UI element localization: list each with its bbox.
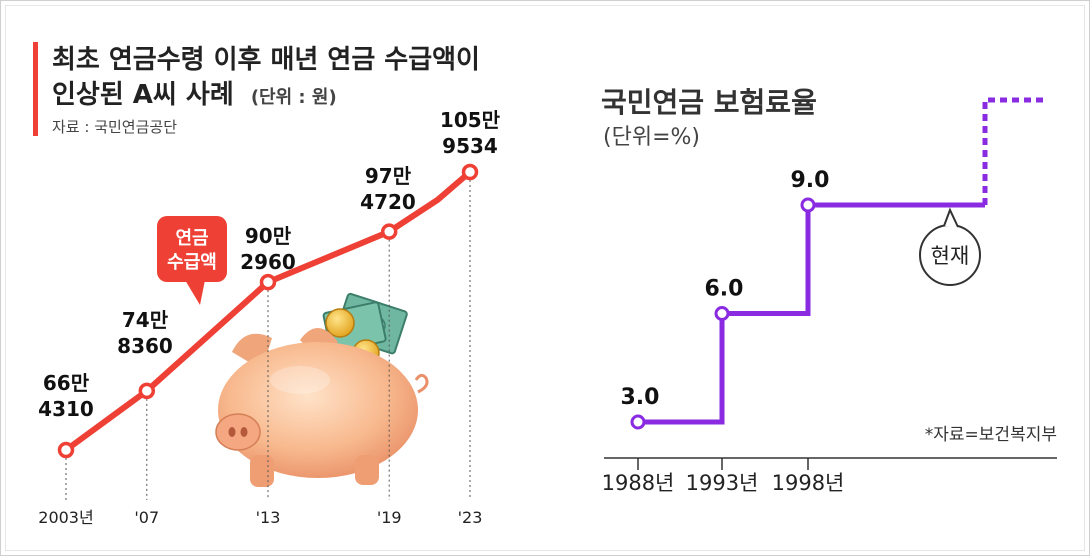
x-tick-label: '07: [134, 508, 159, 527]
data-label: 8360: [117, 334, 173, 358]
data-point: [461, 163, 479, 181]
premium-rate-chart: 3.0 1988년 6.0 1993년 9.0 1998년: [602, 97, 1057, 495]
x-tick-label: '23: [458, 508, 483, 527]
data-point: [259, 273, 277, 291]
data-label: 4720: [360, 190, 416, 214]
callout-bubble: 연금 수급액: [157, 216, 227, 305]
data-label: 9534: [442, 134, 498, 158]
data-point: [630, 414, 646, 430]
left-title-line2-text: 인상된 A씨 사례: [52, 80, 234, 110]
data-label: 3.0: [621, 385, 660, 410]
x-tick-label: '13: [256, 508, 281, 527]
x-tick-label: 2003년: [38, 508, 93, 527]
current-bubble-text: 현재: [931, 244, 970, 268]
current-bubble: 현재: [919, 207, 981, 286]
data-label: 105만: [440, 108, 501, 132]
left-unit: (단위 : 원): [251, 87, 337, 108]
callout-text-2: 수급액: [167, 252, 217, 273]
data-label: 90만: [245, 224, 292, 248]
data-label: 2960: [240, 250, 296, 274]
x-tick-label: '19: [377, 508, 402, 527]
data-point: [138, 382, 156, 400]
series-step-line: [638, 202, 985, 425]
title-accent-bar: [33, 42, 38, 136]
data-label: 66만: [43, 371, 90, 395]
series-line: [63, 169, 473, 453]
right-unit: (단위=%): [603, 125, 700, 150]
data-label: 74만: [122, 308, 169, 332]
x-tick-label: 1993년: [686, 471, 759, 495]
left-title-line1: 최초 연금수령 이후 매년 연금 수급액이: [52, 45, 480, 75]
right-source: *자료=보건복지부: [925, 425, 1057, 445]
future-dashed-line: [982, 97, 1045, 205]
data-label: 97만: [365, 164, 412, 188]
data-label: 6.0: [705, 277, 744, 302]
piggy-bank-illustration: [215, 292, 429, 487]
left-title-line2: 인상된 A씨 사례 (단위 : 원): [52, 80, 337, 110]
data-label: 9.0: [791, 168, 830, 193]
right-title: 국민연금 보험료율: [601, 86, 817, 119]
data-point: [714, 306, 730, 321]
data-label: 4310: [38, 397, 94, 421]
left-source: 자료 : 국민연금공단: [52, 118, 177, 136]
data-point: [380, 223, 398, 240]
callout-text-1: 연금: [175, 228, 208, 249]
data-point: [57, 441, 75, 459]
x-tick-label: 1998년: [772, 471, 845, 495]
data-point: [800, 197, 816, 213]
x-tick-label: 1988년: [602, 471, 675, 495]
